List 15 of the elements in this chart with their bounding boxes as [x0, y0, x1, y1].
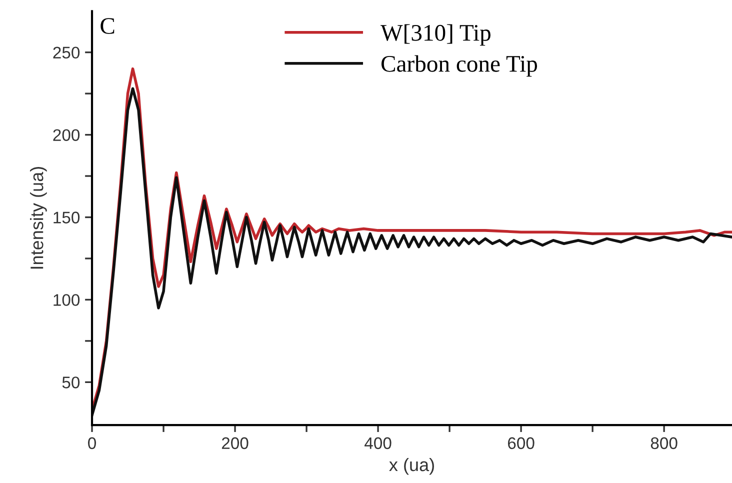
annotation: C [100, 18, 114, 34]
y-tick-label: 200 [53, 129, 80, 141]
y-tick-label: 100 [54, 294, 80, 306]
y-tick-label: 50 [62, 376, 80, 388]
x-tick-label: 600 [508, 437, 534, 450]
y-axis-title: Intensity (ua) [30, 167, 47, 269]
x-tick-label: 800 [650, 437, 678, 450]
y-tick-label: 250 [53, 46, 80, 59]
x-tick-label: 200 [222, 437, 248, 450]
x-axis-title: x (ua) [389, 458, 434, 475]
legend-label: Carbon cone Tip [381, 55, 538, 77]
legend-label: W[310] Tip [380, 24, 490, 46]
y-tick-label: 150 [54, 212, 80, 224]
x-tick-label: 0 [88, 437, 96, 450]
x-tick-label: 400 [364, 437, 392, 450]
